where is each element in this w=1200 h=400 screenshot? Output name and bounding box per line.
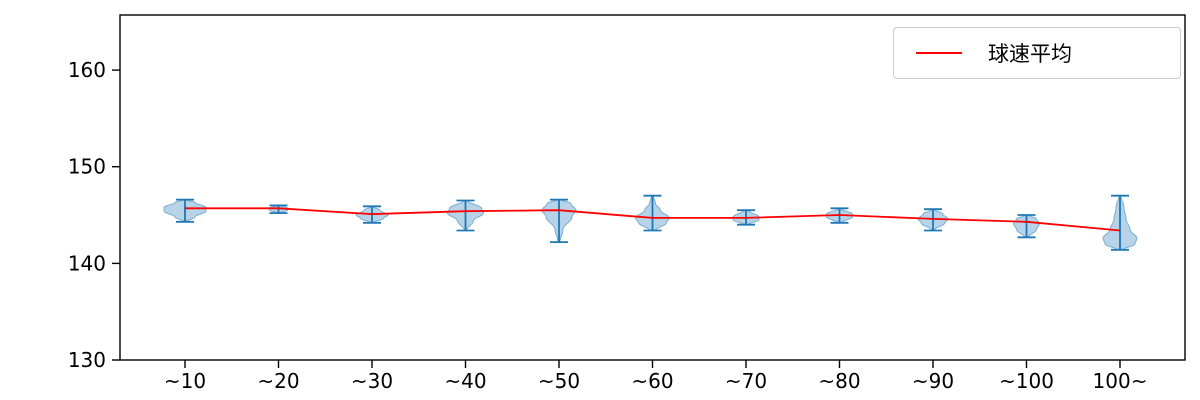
x-tick-label: ~20 (257, 369, 299, 393)
violins-layer (163, 195, 1138, 251)
y-tick-label: 150 (68, 155, 106, 179)
x-tick-label: ~90 (912, 369, 954, 393)
y-axis: 130 140 150 160 (68, 58, 120, 372)
x-tick-label: ~70 (725, 369, 767, 393)
x-tick-label: ~40 (444, 369, 486, 393)
x-tick-label: ~60 (631, 369, 673, 393)
x-axis: ~10 ~20 ~30 ~40 ~50 ~60 ~70 ~80 ~90 ~100 100~ (164, 360, 1148, 393)
x-tick-label: ~50 (538, 369, 580, 393)
x-tick-label: 100~ (1093, 369, 1148, 393)
mean-line (185, 207, 1121, 232)
legend: 球速平均 (893, 27, 1181, 79)
y-tick-label: 160 (68, 58, 106, 82)
legend-line-sample (916, 52, 962, 54)
legend-label: 球速平均 (988, 42, 1072, 66)
x-tick-label: ~30 (351, 369, 393, 393)
x-tick-label: ~10 (164, 369, 206, 393)
y-tick-label: 140 (68, 251, 106, 275)
y-tick-label: 130 (68, 348, 106, 372)
x-tick-label: ~100 (999, 369, 1054, 393)
errorbar-layer (176, 194, 1129, 251)
x-tick-label: ~80 (818, 369, 860, 393)
